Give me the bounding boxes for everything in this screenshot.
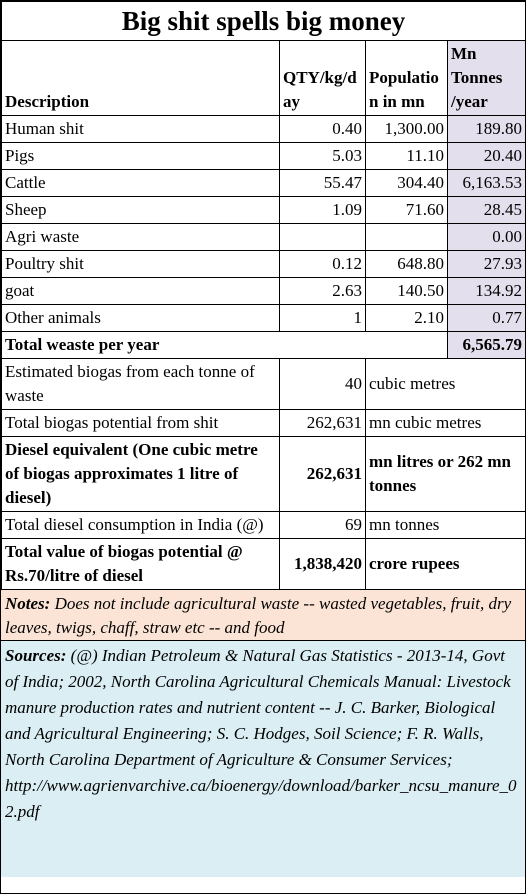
row-label: Cattle — [1, 169, 280, 197]
tonnes-cell: 20.40 — [447, 142, 525, 170]
summary-unit: crore rupees — [365, 538, 525, 590]
header-cell: Population in mn — [365, 40, 448, 116]
tonnes-cell: 28.45 — [447, 196, 525, 224]
summary-value: 262,631 — [279, 436, 366, 512]
row-label: goat — [1, 277, 280, 305]
tonnes-cell: 189.80 — [447, 115, 525, 143]
population-cell: 71.60 — [365, 196, 448, 224]
total-label: Total weaste per year — [1, 331, 448, 359]
qty-cell: 55.47 — [279, 169, 366, 197]
summary-label: Total biogas potential from shit — [1, 409, 280, 437]
population-cell: 11.10 — [365, 142, 448, 170]
qty-cell: 5.03 — [279, 142, 366, 170]
qty-cell — [279, 223, 366, 251]
summary-label: Diesel equivalent (One cubic metre of bi… — [1, 436, 280, 512]
summary-value: 1,838,420 — [279, 538, 366, 590]
sources: Sources: (@) Indian Petroleum & Natural … — [1, 641, 525, 877]
title: Big shit spells big money — [1, 1, 525, 41]
notes: Notes: Does not include agricultural was… — [1, 590, 525, 641]
header-cell: Mn Tonnes /year — [447, 40, 525, 116]
tonnes-cell: 27.93 — [447, 250, 525, 278]
summary-label: Total diesel consumption in India (@) — [1, 511, 280, 539]
total-value: 6,565.79 — [447, 331, 525, 359]
population-cell: 2.10 — [365, 304, 448, 332]
table: Big shit spells big money Description QT… — [1, 1, 525, 590]
notes-text: Does not include agricultural waste -- w… — [5, 594, 512, 637]
population-cell: 1,300.00 — [365, 115, 448, 143]
qty-cell: 0.40 — [279, 115, 366, 143]
tonnes-cell: 134.92 — [447, 277, 525, 305]
tonnes-cell: 0.00 — [447, 223, 525, 251]
population-cell: 648.80 — [365, 250, 448, 278]
summary-unit: mn litres or 262 mn tonnes — [365, 436, 525, 512]
summary-unit: mn cubic metres — [365, 409, 525, 437]
population-cell — [365, 223, 448, 251]
row-label: Poultry shit — [1, 250, 280, 278]
summary-unit: mn tonnes — [365, 511, 525, 539]
sources-text: (@) Indian Petroleum & Natural Gas Stati… — [5, 646, 517, 821]
header-cell: QTY/kg/day — [279, 40, 366, 116]
sources-label: Sources: — [5, 646, 67, 665]
row-label: Sheep — [1, 196, 280, 224]
qty-cell: 1 — [279, 304, 366, 332]
summary-label: Total value of biogas potential @ Rs.70/… — [1, 538, 280, 590]
summary-label: Estimated biogas from each tonne of wast… — [1, 358, 280, 410]
summary-value: 262,631 — [279, 409, 366, 437]
row-label: Agri waste — [1, 223, 280, 251]
tonnes-cell: 6,163.53 — [447, 169, 525, 197]
row-label: Human shit — [1, 115, 280, 143]
notes-label: Notes: — [5, 594, 51, 613]
tonnes-cell: 0.77 — [447, 304, 525, 332]
summary-unit: cubic metres — [365, 358, 525, 410]
summary-value: 40 — [279, 358, 366, 410]
population-cell: 140.50 — [365, 277, 448, 305]
header-cell: Description — [1, 40, 280, 116]
qty-cell: 2.63 — [279, 277, 366, 305]
population-cell: 304.40 — [365, 169, 448, 197]
qty-cell: 0.12 — [279, 250, 366, 278]
row-label: Other animals — [1, 304, 280, 332]
qty-cell: 1.09 — [279, 196, 366, 224]
row-label: Pigs — [1, 142, 280, 170]
summary-value: 69 — [279, 511, 366, 539]
